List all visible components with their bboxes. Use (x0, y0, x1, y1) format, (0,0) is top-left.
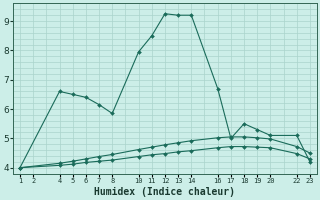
X-axis label: Humidex (Indice chaleur): Humidex (Indice chaleur) (94, 186, 236, 197)
